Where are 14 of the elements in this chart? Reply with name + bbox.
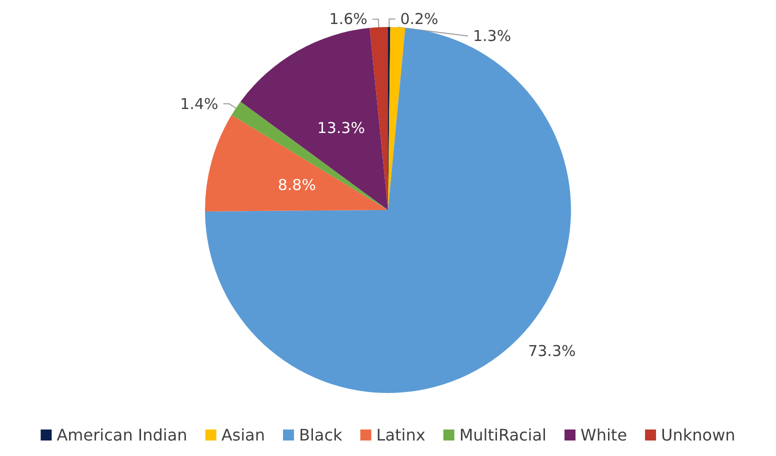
data-label: 13.3% bbox=[317, 118, 365, 137]
data-label: 1.3% bbox=[472, 27, 512, 46]
legend-label: Black bbox=[299, 426, 344, 444]
data-label: 8.8% bbox=[278, 176, 316, 194]
legend-label: Asian bbox=[221, 426, 265, 444]
data-label: 1.6% bbox=[329, 10, 368, 28]
legend-label: Latinx bbox=[376, 426, 426, 444]
legend-label: White bbox=[580, 426, 628, 444]
data-label: 1.4% bbox=[180, 94, 218, 113]
data-label: 73.3% bbox=[528, 342, 576, 360]
legend-label: Unknown bbox=[661, 426, 736, 444]
legend-label: American Indian bbox=[56, 426, 188, 444]
data-label: 0.2% bbox=[400, 10, 438, 28]
legend-label: MultiRacial bbox=[459, 426, 547, 444]
